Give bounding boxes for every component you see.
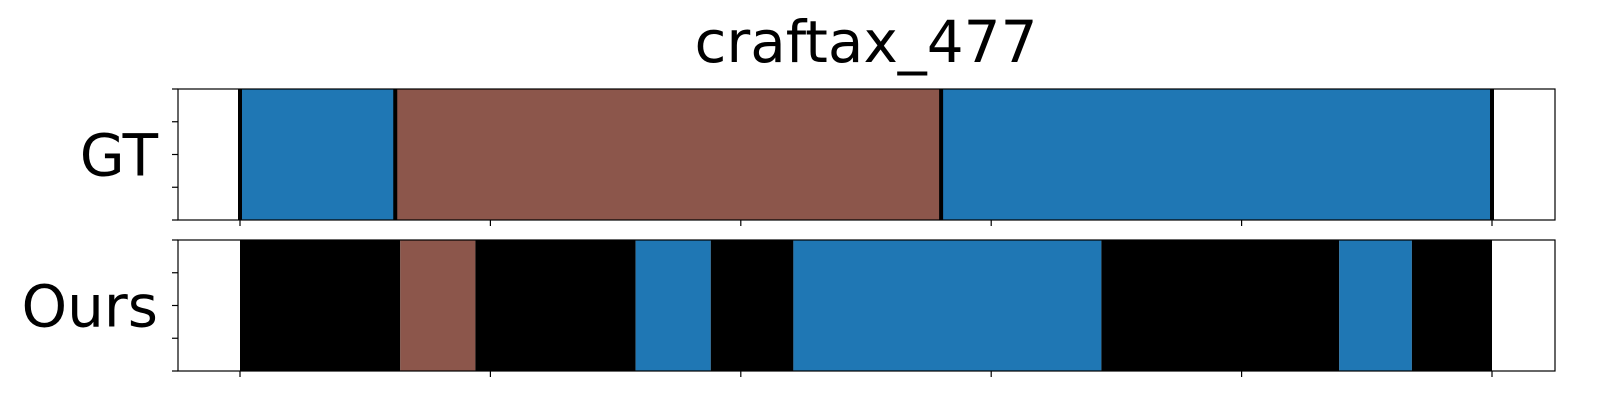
segment-gt-2 [941, 89, 1492, 220]
segment-ours-8 [1411, 240, 1492, 371]
segment-ours-0 [240, 240, 401, 371]
segment-gt-1 [395, 89, 942, 220]
panel-ours: Ours [22, 239, 1556, 377]
segment-ours-1 [400, 240, 476, 371]
segment-ours-3 [635, 240, 711, 371]
chart-title: craftax_477 [695, 8, 1038, 76]
segment-ours-4 [710, 240, 794, 371]
segment-ours-2 [475, 240, 636, 371]
row-label-gt: GT [80, 122, 159, 190]
chart-panels: GT Ours [22, 88, 1556, 377]
row-label-ours: Ours [22, 273, 158, 341]
segment-ours-5 [793, 240, 1102, 371]
segment-ours-7 [1339, 240, 1412, 371]
segment-ours-6 [1101, 240, 1340, 371]
panel-gt: GT [80, 88, 1556, 226]
segment-gt-0 [240, 89, 396, 220]
